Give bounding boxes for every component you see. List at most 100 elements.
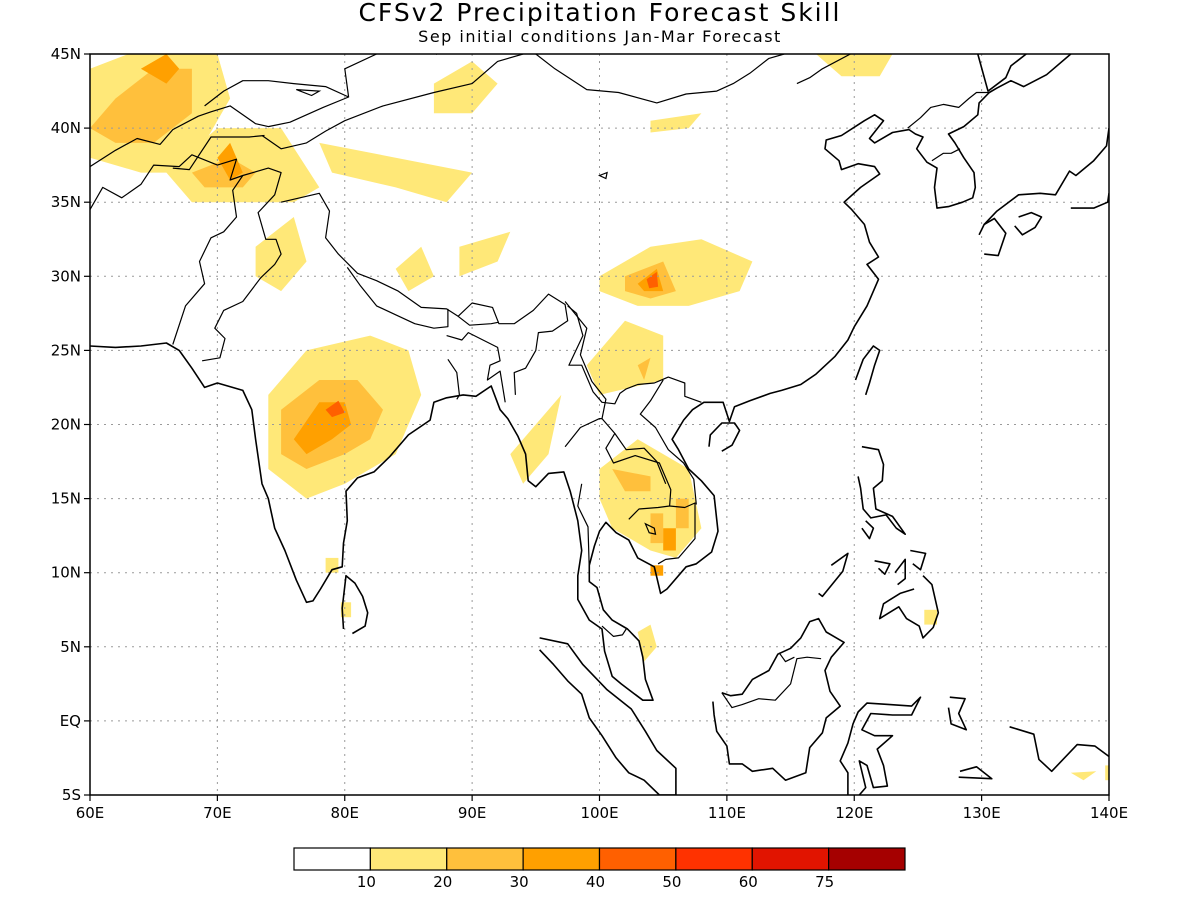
coastline (958, 765, 993, 780)
coastline (708, 422, 741, 452)
country-border (567, 305, 702, 405)
country-border (778, 652, 795, 663)
skill-region-level-1 (433, 61, 498, 114)
latitude-tick-label: 30N (51, 267, 81, 285)
latitude-tick-label: 45N (51, 45, 81, 63)
country-border (564, 418, 602, 448)
latitude-tick-label: 15N (51, 490, 81, 508)
coastline (894, 558, 907, 586)
skill-region-level-1 (340, 602, 352, 618)
colorbar-swatch (522, 847, 601, 871)
coastline (818, 552, 849, 598)
country-border (172, 175, 244, 345)
country-border (280, 192, 569, 395)
longitude-tick-label: 70E (203, 804, 232, 822)
skill-region-level-2 (637, 357, 651, 380)
coastline (90, 54, 1072, 702)
colorbar-label: 30 (510, 873, 529, 891)
latitude-tick-label: 25N (51, 341, 81, 359)
latitude-tick-label: EQ (60, 712, 81, 730)
coastline (854, 345, 881, 396)
latitude-axis: 45N 40N 35N 30N 25N 20N 15N 10N 5N EQ 5S (51, 45, 90, 804)
latitude-tick-label: 20N (51, 416, 81, 434)
longitude-tick-label: 60E (76, 804, 105, 822)
country-border (577, 483, 590, 570)
colorbar-swatch (828, 847, 906, 871)
coastline (910, 549, 927, 571)
coastline (712, 617, 845, 782)
longitude-tick-label: 110E (708, 804, 746, 822)
country-border (346, 267, 449, 329)
skill-region-level-4 (325, 400, 345, 418)
coastline (861, 520, 875, 540)
country-border (447, 358, 460, 400)
country-border (907, 91, 990, 129)
coastline (539, 637, 677, 795)
country-border (639, 379, 697, 505)
colorbar-swatch (446, 847, 524, 871)
map-gridlines (90, 54, 1109, 795)
country-border (172, 134, 265, 171)
country-border (721, 656, 822, 709)
longitude-tick-label: 100E (580, 804, 618, 822)
country-border (204, 80, 349, 107)
skill-region-level-1 (650, 113, 702, 133)
country-border (628, 505, 670, 520)
coastline (947, 696, 968, 731)
skill-region-level-2 (675, 498, 689, 529)
skill-region-level-1 (1105, 765, 1109, 781)
coastline (983, 127, 1109, 225)
latitude-tick-label: 5N (60, 638, 81, 656)
colorbar-swatch (751, 847, 830, 871)
coastline (874, 560, 891, 576)
country-border (446, 332, 506, 403)
skill-region-level-1 (395, 246, 434, 292)
coastline (1009, 726, 1109, 773)
colorbar-label: 20 (433, 873, 452, 891)
latitude-tick-label: 5S (62, 786, 81, 804)
coastline (839, 696, 922, 795)
skill-region-level-2 (650, 513, 664, 544)
longitude-tick-label: 130E (963, 804, 1001, 822)
longitude-tick-label: 120E (835, 804, 873, 822)
latitude-tick-label: 40N (51, 119, 81, 137)
country-border (601, 625, 627, 638)
country-border (614, 433, 667, 485)
skill-region-level-1 (319, 142, 473, 203)
skill-region-level-1 (924, 609, 937, 625)
colorbar-swatch (675, 847, 753, 871)
colorbar-label: 60 (739, 873, 758, 891)
coastline (878, 575, 940, 639)
coastline (978, 217, 1007, 257)
colorbar-label: 10 (357, 873, 376, 891)
lake-outline (644, 522, 657, 536)
chart-subtitle: Sep initial conditions Jan-Mar Forecast (418, 27, 782, 46)
skill-region-level-1 (1070, 771, 1097, 781)
skill-contours (90, 54, 1109, 781)
colorbar-label: 40 (586, 873, 605, 891)
country-border (90, 154, 282, 362)
colorbar-swatch (369, 847, 448, 871)
country-border (457, 315, 500, 326)
country-border (564, 301, 696, 565)
chart-title: CFSv2 Precipitation Forecast Skill (358, 0, 842, 27)
coastline (341, 574, 369, 635)
lake-outline (296, 89, 322, 97)
skill-region-level-2 (612, 469, 651, 492)
country-border (796, 54, 851, 85)
longitude-tick-label: 90E (458, 804, 487, 822)
skill-region-level-3 (663, 528, 676, 551)
colorbar-label: 75 (815, 873, 834, 891)
colorbar-swatch (293, 847, 371, 871)
latitude-tick-label: 35N (51, 193, 81, 211)
coastline (857, 445, 907, 536)
skill-region-level-2 (90, 68, 192, 143)
latitude-tick-label: 10N (51, 564, 81, 582)
lake-outline (435, 54, 438, 55)
coastlines (90, 54, 1109, 795)
colorbar: 10 20 30 40 50 60 75 (293, 847, 906, 891)
longitude-tick-label: 80E (330, 804, 359, 822)
longitude-axis: 60E 70E 80E 90E 100E 110E 120E 130E 140E (76, 795, 1128, 822)
colorbar-label: 50 (662, 873, 681, 891)
